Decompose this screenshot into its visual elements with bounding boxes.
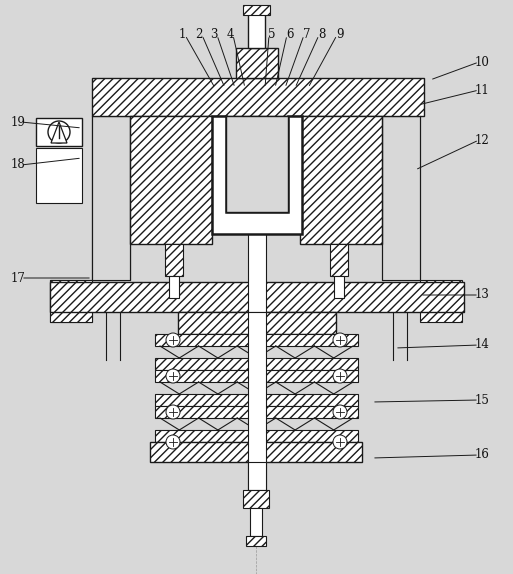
Text: 18: 18 (11, 158, 25, 172)
Bar (92, 78, 424, 116)
Text: 9: 9 (336, 29, 344, 41)
Text: 1: 1 (179, 29, 186, 41)
Bar (155, 334, 358, 346)
Circle shape (333, 369, 347, 383)
Bar (178, 312, 336, 334)
Bar (300, 116, 382, 244)
Bar (420, 280, 462, 322)
Bar (155, 406, 358, 418)
Bar (150, 442, 362, 462)
Circle shape (333, 333, 347, 347)
Bar (130, 116, 212, 244)
Text: 13: 13 (475, 289, 489, 301)
Bar (243, 490, 269, 508)
Bar (246, 536, 266, 546)
Text: 16: 16 (475, 448, 489, 461)
Bar (169, 276, 179, 298)
Text: 4: 4 (226, 29, 234, 41)
Bar (226, 116, 288, 212)
Text: 17: 17 (11, 272, 26, 285)
Circle shape (166, 405, 180, 419)
Bar (155, 370, 358, 382)
Bar (248, 116, 266, 312)
Bar (155, 430, 358, 442)
Text: 6: 6 (286, 29, 294, 41)
Polygon shape (51, 122, 67, 143)
Text: 5: 5 (268, 29, 276, 41)
Text: 8: 8 (318, 29, 326, 41)
Circle shape (333, 435, 347, 449)
Bar (92, 116, 130, 280)
Bar (226, 116, 288, 212)
Bar (165, 244, 183, 276)
Text: 19: 19 (11, 115, 26, 129)
Circle shape (166, 435, 180, 449)
Bar (92, 116, 130, 280)
Text: 7: 7 (303, 29, 311, 41)
Bar (248, 312, 266, 492)
Bar (50, 280, 92, 322)
Text: 10: 10 (475, 56, 489, 68)
Text: 3: 3 (210, 29, 218, 41)
Bar (248, 12, 265, 48)
Bar (250, 508, 262, 536)
Text: 14: 14 (475, 339, 489, 351)
Text: 11: 11 (475, 83, 489, 96)
Bar (248, 462, 266, 490)
Circle shape (333, 405, 347, 419)
Circle shape (166, 369, 180, 383)
Bar (50, 280, 92, 322)
Bar (382, 116, 420, 280)
Polygon shape (212, 116, 302, 234)
Text: 2: 2 (195, 29, 203, 41)
Bar (36, 148, 82, 203)
Bar (36, 118, 82, 146)
Text: 12: 12 (475, 134, 489, 146)
Bar (155, 358, 358, 370)
Bar (155, 394, 358, 406)
Bar (50, 282, 464, 312)
Bar (243, 5, 270, 15)
Text: 15: 15 (475, 394, 489, 406)
Bar (334, 276, 344, 298)
Circle shape (166, 333, 180, 347)
Bar (236, 48, 278, 78)
Circle shape (48, 121, 70, 143)
Bar (330, 244, 348, 276)
